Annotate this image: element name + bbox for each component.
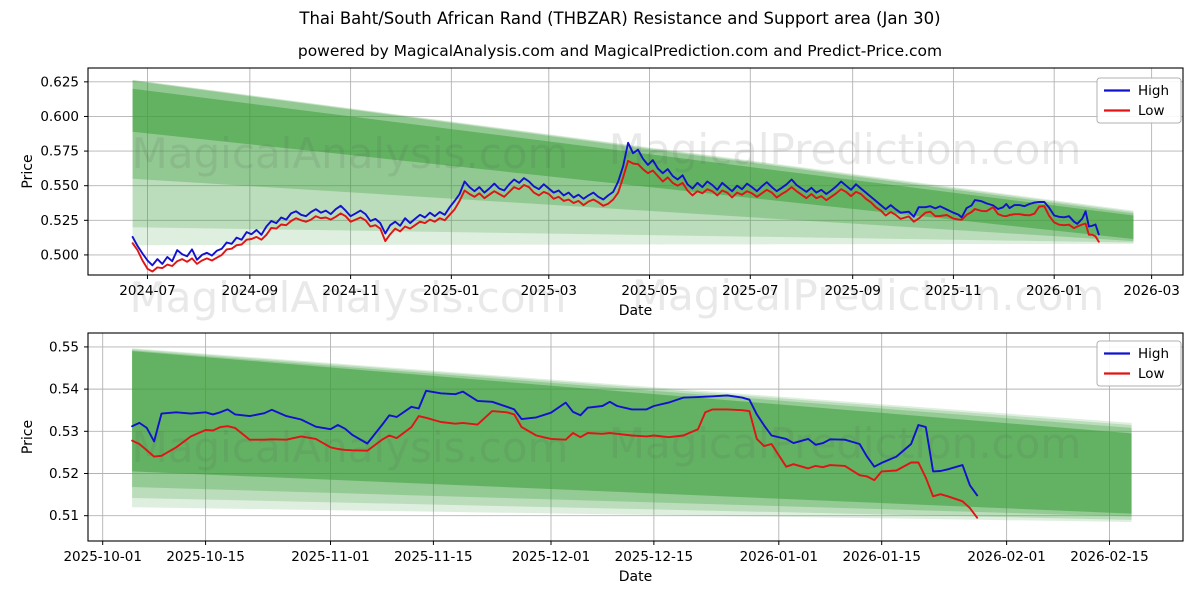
x-tick-label: 2024-07 <box>119 283 175 299</box>
chart-title: Thai Baht/South African Rand (THBZAR) Re… <box>299 9 941 28</box>
x-tick-label: 2025-11-01 <box>291 549 369 565</box>
legend-box <box>1096 340 1182 387</box>
x-axis-label: Date <box>619 303 652 319</box>
watermark-text: MagicalPrediction.com <box>632 271 1105 320</box>
x-axis-label: Date <box>619 569 652 585</box>
x-tick-label: 2026-03 <box>1123 283 1179 299</box>
x-tick-label: 2024-11 <box>322 283 378 299</box>
y-axis-label: Price <box>20 154 36 188</box>
plot-border <box>87 332 1184 542</box>
y-tick-label: 0.53 <box>49 424 79 440</box>
low-line <box>131 159 1100 273</box>
watermark-text: MagicalAnalysis.com <box>132 129 569 178</box>
x-tick-label: 2025-03 <box>521 283 577 299</box>
y-tick-label: 0.550 <box>40 178 79 194</box>
x-tick-label: 2026-02-15 <box>1070 549 1148 565</box>
x-tick-label: 2026-01-01 <box>740 549 818 565</box>
watermark-text: MagicalPrediction.com <box>609 125 1082 174</box>
watermark-text: MagicalPrediction.com <box>609 419 1082 468</box>
x-tick-label: 2026-01-15 <box>842 549 920 565</box>
x-tick-label: 2025-11 <box>925 283 981 299</box>
high-line <box>131 141 1100 267</box>
legend-label: High <box>1138 346 1169 362</box>
x-tick-label: 2025-10-01 <box>63 549 141 565</box>
y-tick-label: 0.51 <box>49 508 79 524</box>
y-tick-label: 0.525 <box>40 213 79 229</box>
watermark-text: MagicalAnalysis.com <box>132 423 569 472</box>
x-tick-label: 2024-09 <box>222 283 278 299</box>
y-tick-label: 0.625 <box>40 74 79 90</box>
legend-label: Low <box>1138 103 1165 119</box>
x-tick-label: 2025-12-15 <box>615 549 693 565</box>
legend-label: Low <box>1138 366 1165 382</box>
y-tick-label: 0.600 <box>40 109 79 125</box>
low-line <box>131 408 979 519</box>
plot-border <box>87 67 1184 276</box>
x-tick-label: 2025-09 <box>824 283 880 299</box>
chart-subtitle: powered by MagicalAnalysis.com and Magic… <box>297 42 943 60</box>
legend-label: High <box>1138 83 1169 99</box>
y-tick-label: 0.500 <box>40 247 79 263</box>
x-tick-label: 2026-01 <box>1026 283 1082 299</box>
x-tick-label: 2025-11-15 <box>394 549 472 565</box>
x-tick-label: 2025-05 <box>621 283 677 299</box>
y-axis-label: Price <box>20 420 36 454</box>
legend-box <box>1096 77 1182 124</box>
x-tick-label: 2025-12-01 <box>512 549 590 565</box>
y-tick-label: 0.55 <box>49 339 79 355</box>
x-tick-label: 2025-07 <box>722 283 778 299</box>
support-resistance-band <box>132 351 1132 514</box>
y-tick-label: 0.575 <box>40 144 79 160</box>
y-tick-label: 0.52 <box>49 466 79 482</box>
x-tick-label: 2025-01 <box>423 283 479 299</box>
x-tick-label: 2025-10-15 <box>166 549 244 565</box>
watermark-text: MagicalAnalysis.com <box>130 273 567 322</box>
high-line <box>131 389 979 497</box>
x-tick-label: 2026-02-01 <box>967 549 1045 565</box>
y-tick-label: 0.54 <box>49 382 79 398</box>
